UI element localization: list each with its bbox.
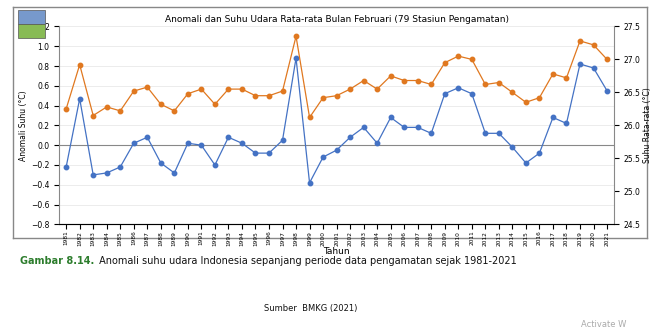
- Y-axis label: Suhu Rata-rata (°C): Suhu Rata-rata (°C): [644, 87, 652, 163]
- Text: Activate W: Activate W: [581, 320, 626, 329]
- Bar: [18, 10, 45, 24]
- Text: Sumber  BMKG (2021): Sumber BMKG (2021): [264, 304, 357, 313]
- Text: Anomali suhu udara Indonesia sepanjang periode data pengamatan sejak 1981-2021: Anomali suhu udara Indonesia sepanjang p…: [96, 256, 517, 266]
- Y-axis label: Anomali Suhu (°C): Anomali Suhu (°C): [19, 90, 28, 161]
- X-axis label: Tahun: Tahun: [323, 247, 350, 256]
- Title: Anomali dan Suhu Udara Rata-rata Bulan Februari (79 Stasiun Pengamatan): Anomali dan Suhu Udara Rata-rata Bulan F…: [164, 15, 509, 24]
- Text: Gambar 8.14.: Gambar 8.14.: [20, 256, 94, 266]
- Bar: [18, 24, 45, 38]
